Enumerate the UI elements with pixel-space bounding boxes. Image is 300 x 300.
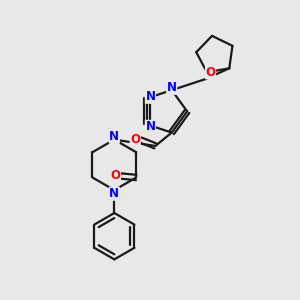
Text: O: O: [130, 133, 140, 146]
Text: N: N: [109, 187, 119, 200]
Text: O: O: [110, 169, 120, 182]
Text: N: N: [146, 90, 155, 103]
Text: N: N: [146, 120, 155, 133]
Text: O: O: [206, 66, 215, 79]
Text: N: N: [109, 130, 119, 143]
Text: N: N: [167, 81, 177, 94]
